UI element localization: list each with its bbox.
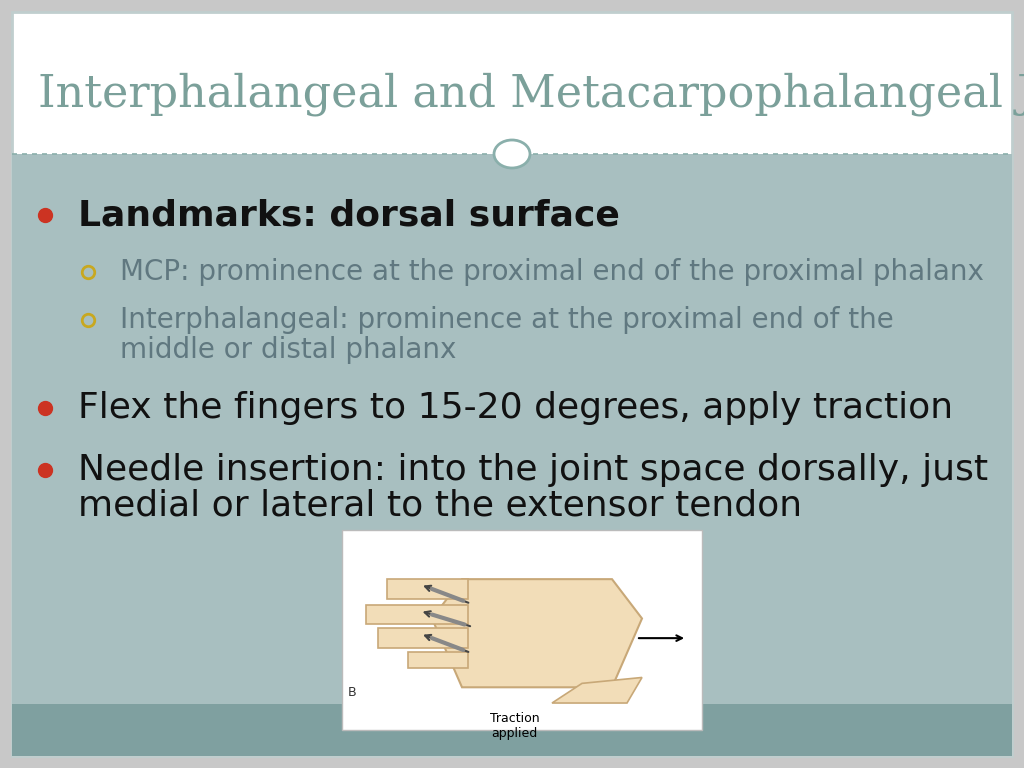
FancyBboxPatch shape [12, 12, 1012, 756]
Polygon shape [366, 604, 468, 624]
Polygon shape [378, 628, 468, 648]
Text: Landmarks: dorsal surface: Landmarks: dorsal surface [78, 198, 620, 232]
Text: medial or lateral to the extensor tendon: medial or lateral to the extensor tendon [78, 489, 802, 523]
Polygon shape [408, 652, 468, 667]
Text: middle or distal phalanx: middle or distal phalanx [120, 336, 457, 364]
FancyBboxPatch shape [12, 154, 1012, 704]
Polygon shape [387, 579, 468, 599]
Text: Flex the fingers to 15-20 degrees, apply traction: Flex the fingers to 15-20 degrees, apply… [78, 391, 953, 425]
Text: Interphalangeal: prominence at the proximal end of the: Interphalangeal: prominence at the proxi… [120, 306, 894, 334]
FancyBboxPatch shape [12, 704, 1012, 756]
Polygon shape [432, 579, 642, 687]
FancyBboxPatch shape [342, 530, 702, 730]
Polygon shape [552, 677, 642, 703]
Ellipse shape [494, 140, 530, 168]
Text: MCP: prominence at the proximal end of the proximal phalanx: MCP: prominence at the proximal end of t… [120, 258, 984, 286]
Text: Needle insertion: into the joint space dorsally, just: Needle insertion: into the joint space d… [78, 453, 988, 487]
Text: Interphalangeal and Metacarpophalangeal Joints: Interphalangeal and Metacarpophalangeal … [38, 72, 1024, 116]
Text: Traction
applied: Traction applied [490, 712, 540, 740]
Text: B: B [348, 686, 356, 699]
